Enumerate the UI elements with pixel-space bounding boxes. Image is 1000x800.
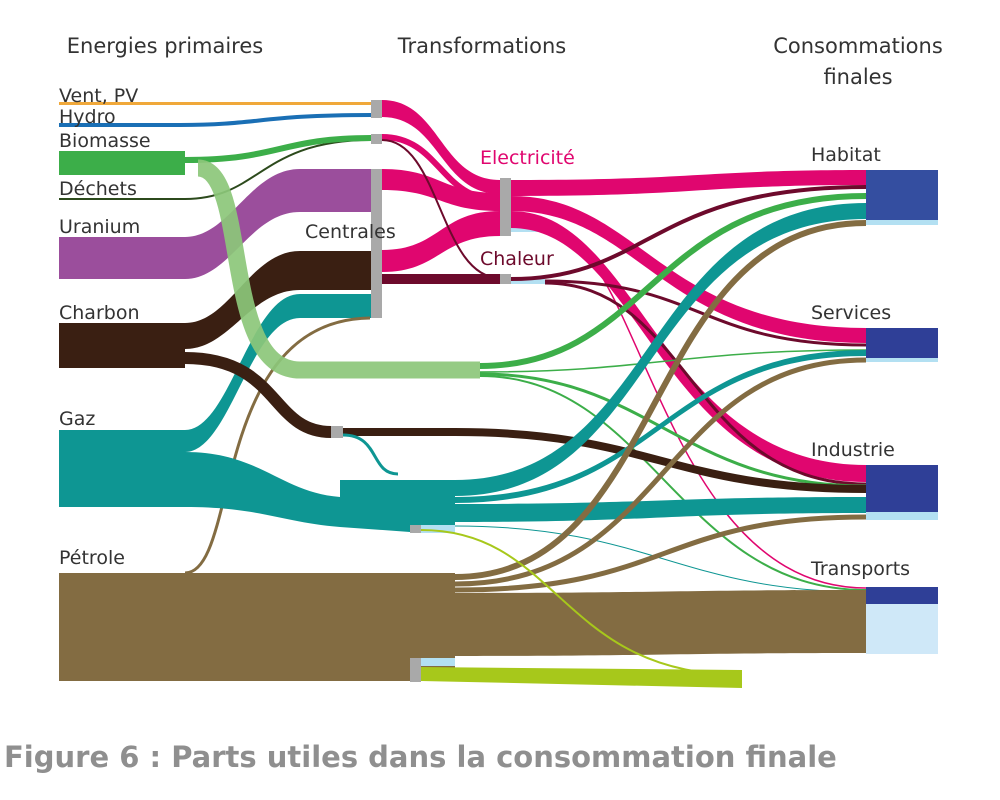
- transports-losses: [866, 604, 938, 654]
- node-charbon-small: [331, 426, 343, 438]
- label-transports: Transports: [810, 558, 910, 580]
- node-petrole: [410, 658, 421, 682]
- gaz-to-centrales-flow: [185, 294, 371, 452]
- label-services: Services: [811, 302, 891, 324]
- biomasse-to-habitat-flow: [479, 193, 867, 369]
- gaz-bar: [59, 430, 185, 507]
- uranium-bar: [59, 237, 185, 279]
- chaleur-to-industrie-flow: [544, 281, 867, 486]
- chaleur-to-services-flow: [544, 279, 867, 347]
- centrales-to-electricite-flow: [382, 169, 500, 211]
- charbon-to-centrales-flow: [185, 251, 371, 349]
- node-vent-hydro: [371, 100, 382, 118]
- hydro-flow: [59, 113, 372, 127]
- chaleur-to-habitat-flow: [510, 185, 867, 281]
- centrales-to-chaleur-flow: [382, 274, 500, 284]
- biomasse-bar: [59, 151, 185, 175]
- node-centrales: [371, 169, 382, 318]
- services-node: [866, 328, 938, 358]
- label-industrie: Industrie: [811, 439, 895, 461]
- centrales-to-electricite-flow-2: [382, 211, 500, 272]
- petrole-to-centrales-flow: [184, 316, 371, 575]
- dechets-to-chaleur-flow: [381, 139, 501, 279]
- services-losses: [866, 358, 938, 362]
- node-biomasse-dechets: [371, 134, 382, 144]
- node-chaleur-losses: [511, 278, 545, 284]
- electricite-to-habitat-flow: [511, 170, 866, 196]
- label-charbon: Charbon: [59, 302, 140, 324]
- label-dechets: Déchets: [59, 178, 137, 200]
- label-biomasse: Biomasse: [59, 130, 151, 152]
- label-habitat: Habitat: [811, 144, 881, 166]
- label-chaleur: Chaleur: [480, 248, 554, 270]
- node-electricite: [500, 178, 511, 236]
- header-transform: Transformations: [397, 34, 567, 58]
- label-uranium: Uranium: [59, 216, 140, 238]
- biomasse-to-industrie-flow: [479, 372, 867, 488]
- electricite-to-services-flow: [511, 196, 866, 343]
- label-centrales: Centrales: [305, 221, 396, 243]
- dechets-flow: [59, 139, 372, 200]
- petrole-to-industrie-flow: [454, 514, 867, 593]
- gaz-to-services-flow: [455, 350, 866, 503]
- petrole-to-services-flow: [454, 357, 867, 587]
- biomasse-light-flow: [196, 159, 480, 379]
- biomasse-to-centrales-flow: [184, 135, 372, 163]
- figure-caption: Figure 6 : Parts utiles dans la consomma…: [4, 740, 837, 774]
- transports-node: [866, 587, 938, 604]
- header-final-line2: finales: [823, 65, 892, 89]
- node-petrole-losses: [421, 658, 455, 666]
- charbon-to-gaz-link: [342, 433, 399, 476]
- label-gaz: Gaz: [59, 408, 95, 430]
- petrole-to-habitat-flow: [454, 220, 867, 580]
- biomasse-to-services-flow: [479, 349, 867, 373]
- charbon-to-industrie-flow: [343, 428, 867, 493]
- renewables-to-electricite-flow: [382, 100, 500, 194]
- vent-pv-bar: [59, 102, 371, 105]
- habitat-node: [866, 170, 938, 220]
- node-chaleur: [500, 274, 511, 284]
- node-gaz-losses: [421, 525, 455, 533]
- gaz-node-band: [340, 480, 455, 525]
- petrole-bar: [59, 573, 455, 681]
- electricite-to-transports-flow: [544, 227, 867, 589]
- node-gaz: [410, 525, 421, 533]
- petrole-lime-flow: [421, 667, 742, 688]
- header-primary: Energies primaires: [67, 34, 263, 58]
- label-electricite: Electricité: [480, 147, 575, 169]
- habitat-losses: [866, 220, 938, 225]
- header-final-line1: Consommations: [773, 34, 943, 58]
- industrie-node: [866, 465, 938, 512]
- petrole-to-transports-flow: [455, 590, 866, 656]
- industrie-losses: [866, 512, 938, 520]
- gaz-to-industrie-flow: [455, 497, 866, 522]
- charbon-bar: [59, 323, 185, 368]
- label-vent-pv: Vent, PV: [59, 85, 138, 107]
- label-hydro: Hydro: [59, 106, 116, 128]
- biomasse-to-transports-flow: [479, 375, 867, 591]
- label-petrole: Pétrole: [59, 547, 125, 569]
- gaz-to-transports-flow: [454, 525, 867, 593]
- gaz-lime-flow: [420, 529, 743, 676]
- charbon-to-node-flow: [184, 352, 332, 438]
